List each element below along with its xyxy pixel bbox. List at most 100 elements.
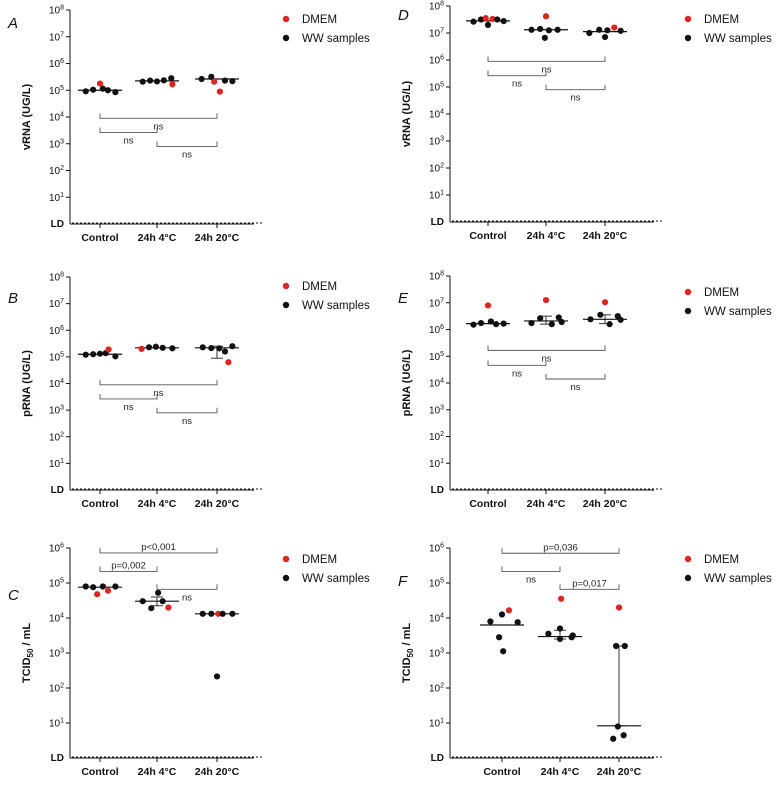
ww-point xyxy=(601,33,609,41)
ww-point xyxy=(556,625,564,632)
significance-bracket xyxy=(545,373,606,380)
significance-bracket xyxy=(99,547,218,554)
panel-b: B 101 102 103 104 105 106 107 108 LD Control 24h 4°… xyxy=(8,272,370,511)
dmem-point xyxy=(484,302,492,309)
ww-point xyxy=(614,723,621,730)
y-tick-label: 101 xyxy=(429,718,444,730)
dmem-point xyxy=(96,80,104,87)
ww-point xyxy=(112,353,119,360)
ww-point xyxy=(112,89,119,96)
significance-bracket xyxy=(99,379,218,386)
ww-point xyxy=(153,78,161,85)
y-tick-label: 102 xyxy=(49,683,64,695)
ww-point xyxy=(199,344,206,351)
dmem-point xyxy=(138,345,145,352)
y-tick-label: 101 xyxy=(49,718,64,730)
x-category-label: Control xyxy=(81,232,118,244)
legend-ww-marker xyxy=(282,301,290,309)
significance-label: ns xyxy=(512,368,522,379)
y-tick-label: 106 xyxy=(429,543,444,555)
y-tick-label: 105 xyxy=(429,578,444,590)
ww-point xyxy=(541,34,548,41)
panel-letter: D xyxy=(398,7,409,24)
ww-point xyxy=(620,732,627,739)
y-tick-label: 103 xyxy=(49,648,64,660)
ld-label: LD xyxy=(431,753,444,764)
y-tick-label: 107 xyxy=(429,28,444,40)
y-tick-label: 108 xyxy=(49,272,64,284)
ww-point xyxy=(159,344,166,351)
dmem-point xyxy=(489,15,496,23)
ww-point xyxy=(82,351,89,358)
dmem-point xyxy=(165,604,172,611)
ww-point xyxy=(199,610,206,617)
dmem-point xyxy=(215,610,222,617)
ww-point xyxy=(148,605,155,612)
y-axis-label: TCID50 / mL xyxy=(21,623,35,684)
ww-point xyxy=(112,583,119,590)
x-category-label: 24h 4°C xyxy=(138,232,177,244)
ww-point xyxy=(498,611,506,618)
panel-letter: A xyxy=(7,15,18,32)
dmem-point xyxy=(558,595,565,602)
dmem-point xyxy=(601,299,609,306)
panel-letter: E xyxy=(398,290,409,307)
panel-a: A 101 102 103 104 105 106 107 108 LD Control 24h 4°… xyxy=(7,5,370,245)
dmem-point xyxy=(542,296,550,304)
ww-point xyxy=(568,634,575,641)
dmem-point xyxy=(94,591,101,598)
ww-point xyxy=(145,344,153,351)
legend-dmem-marker xyxy=(282,555,290,563)
ww-point xyxy=(500,648,507,655)
ww-point xyxy=(208,344,215,352)
ww-point xyxy=(477,319,485,327)
legend-ww-marker xyxy=(282,574,290,582)
legend-ww-label: WW samples xyxy=(302,573,370,585)
legend-ww-label: WW samples xyxy=(704,33,772,45)
y-tick-label: 108 xyxy=(429,1,444,13)
significance-bracket xyxy=(487,70,547,77)
legend-dmem-label: DMEM xyxy=(302,281,337,293)
ww-point xyxy=(90,86,97,93)
legend-dmem-label: DMEM xyxy=(302,554,337,566)
legend-dmem-marker xyxy=(282,15,290,23)
significance-label: ns xyxy=(526,574,536,585)
ww-point xyxy=(556,635,564,643)
ld-label: LD xyxy=(51,219,64,230)
x-category-label: Control xyxy=(483,766,520,778)
x-category-label: 24h 20°C xyxy=(583,498,628,510)
significance-label: p<0,001 xyxy=(141,542,176,553)
ww-point xyxy=(219,610,226,617)
ww-point xyxy=(99,583,106,590)
y-tick-label: 107 xyxy=(429,297,444,309)
ld-label: LD xyxy=(51,753,64,764)
dmem-point xyxy=(104,587,112,594)
x-category-label: Control xyxy=(81,766,118,778)
y-tick-label: 102 xyxy=(49,431,64,443)
significance-bracket xyxy=(487,360,547,366)
significance-label: ns xyxy=(541,353,551,364)
ww-point xyxy=(216,345,223,352)
significance-bracket xyxy=(559,584,620,590)
ld-label: LD xyxy=(51,485,64,496)
legend-dmem-label: DMEM xyxy=(302,14,337,26)
significance-label: ns xyxy=(123,402,133,413)
ww-point xyxy=(221,77,229,84)
ld-label: LD xyxy=(431,485,444,496)
y-tick-label: 108 xyxy=(49,5,64,17)
x-category-label: 24h 4°C xyxy=(138,498,177,510)
ww-point xyxy=(500,18,507,25)
significance-bracket xyxy=(501,548,620,554)
legend-dmem-marker xyxy=(282,282,290,290)
y-tick-label: 101 xyxy=(49,192,64,204)
x-category-label: 24h 20°C xyxy=(195,766,240,778)
ww-point xyxy=(229,343,236,350)
legend-dmem-marker xyxy=(684,15,692,23)
ld-label: LD xyxy=(431,217,444,228)
panel-d: D 101 102 103 104 105 106 107 108 LD Control 24h 4°… xyxy=(398,1,772,243)
ww-point xyxy=(586,29,593,37)
y-tick-label: 104 xyxy=(49,613,64,625)
y-tick-label: 105 xyxy=(49,351,64,363)
significance-label: p=0,017 xyxy=(572,578,607,589)
